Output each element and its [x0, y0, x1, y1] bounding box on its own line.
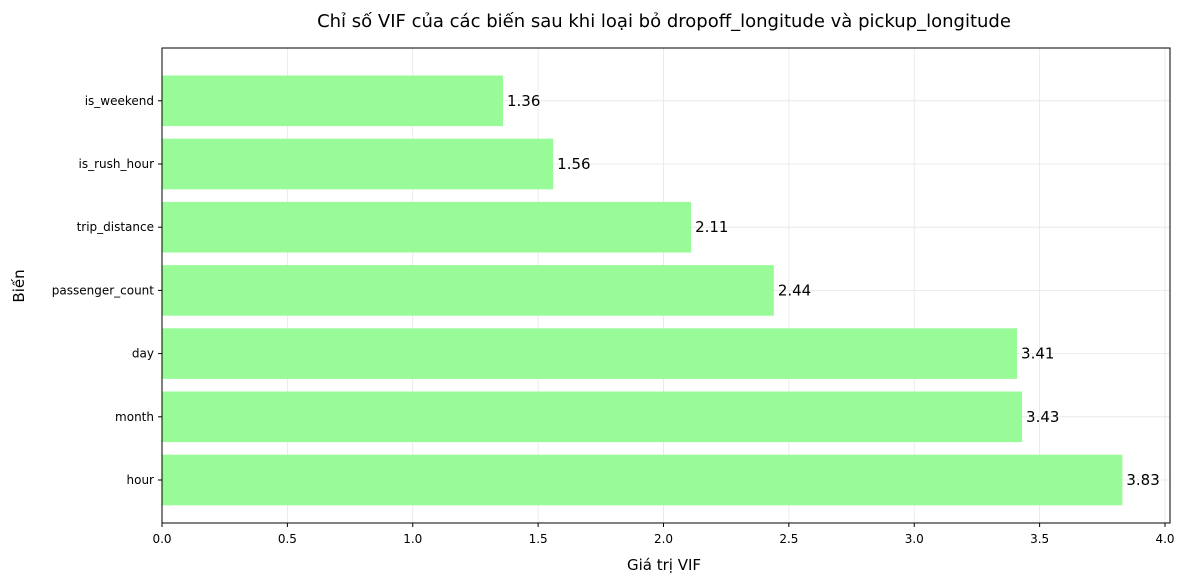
y-tick-label-hour: hour [127, 473, 155, 487]
data-label-is_rush_hour: 1.56 [557, 155, 590, 173]
x-axis-title: Giá trị VIF [627, 556, 701, 574]
x-tick-label: 2.5 [779, 532, 798, 546]
x-tick-label: 2.0 [654, 532, 673, 546]
bar-passenger_count [162, 265, 774, 316]
y-tick-label-is_rush_hour: is_rush_hour [79, 157, 155, 171]
x-tick-label: 1.0 [403, 532, 422, 546]
x-tick-label: 0.0 [152, 532, 171, 546]
x-tick-label: 0.5 [278, 532, 297, 546]
x-tick-label: 3.5 [1030, 532, 1049, 546]
x-tick-label: 1.5 [529, 532, 548, 546]
bar-trip_distance [162, 201, 692, 253]
y-tick-label-trip_distance: trip_distance [77, 220, 154, 234]
x-tick-label: 3.0 [905, 532, 924, 546]
y-axis: hour month day passenger_count trip_distance… [52, 94, 162, 487]
data-label-month: 3.43 [1026, 408, 1059, 426]
data-label-is_weekend: 1.36 [507, 92, 540, 110]
data-label-hour: 3.83 [1126, 471, 1159, 489]
bar-month [162, 391, 1023, 443]
plot-frame [161, 47, 1171, 524]
x-tick-label: 4.0 [1155, 532, 1174, 546]
x-axis: 0.0 0.5 1.0 1.5 2.0 2.5 3.0 3.5 4.0 [152, 523, 1175, 546]
y-tick-label-month: month [115, 410, 154, 424]
bar-layer: 3.83 3.43 3.41 2.44 2.11 1.56 1.36 [162, 75, 1160, 506]
bar-day [162, 328, 1018, 379]
y-tick-label-day: day [132, 347, 154, 361]
bar-is_rush_hour [162, 138, 554, 190]
y-tick-label-passenger_count: passenger_count [52, 283, 155, 297]
data-label-day: 3.41 [1021, 345, 1054, 363]
bar-is_weekend [162, 75, 504, 127]
data-label-passenger_count: 2.44 [778, 281, 811, 299]
y-tick-label-is_weekend: is_weekend [85, 94, 154, 108]
chart-title: Chỉ số VIF của các biến sau khi loại bỏ … [317, 11, 1011, 32]
bar-hour [162, 454, 1123, 506]
y-axis-title: Biến [10, 269, 28, 302]
data-label-trip_distance: 2.11 [695, 218, 728, 236]
